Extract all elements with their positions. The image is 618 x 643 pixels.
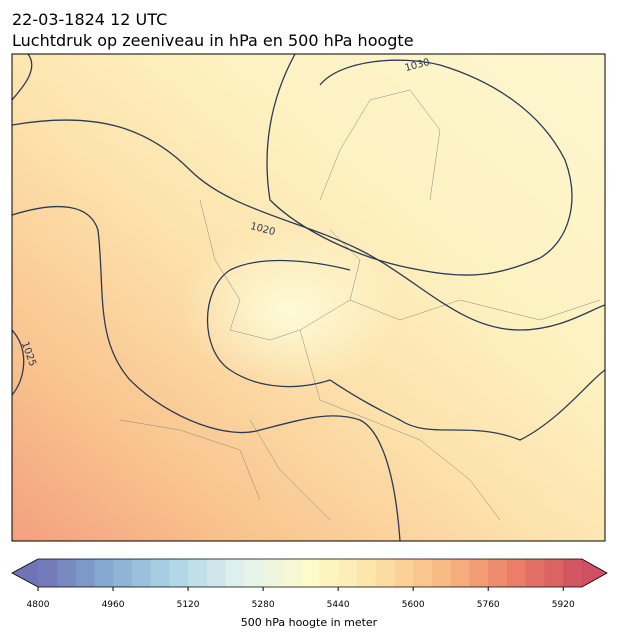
colorbar-segment: [56, 559, 77, 587]
title-subtitle: Luchtdruk op zeeniveau in hPa en 500 hPa…: [12, 31, 414, 50]
isobar: [229, 259, 351, 271]
colorbar-segment: [169, 559, 189, 587]
colorbar-segment: [244, 559, 264, 587]
colorbar-segment: [525, 559, 545, 587]
isobar: [12, 329, 25, 396]
colorbar-extend-low: [12, 559, 38, 587]
colorbar: 4800 4960 5120 5280 5440 5600 5760 5920: [11, 558, 608, 610]
colorbar-tick-label: 5120: [177, 600, 200, 610]
colorbar-tick-label: 5760: [477, 600, 500, 610]
colorbar-segment: [488, 559, 508, 587]
isobar: [12, 205, 401, 541]
colorbar-segment: [150, 559, 170, 587]
isobar: [12, 119, 605, 331]
height-minimum: [180, 230, 400, 390]
isobar: [206, 269, 605, 441]
colorbar-tick-label: 5600: [402, 600, 425, 610]
colorbar-segment: [38, 559, 58, 587]
colorbar-segment: [469, 559, 489, 587]
colorbar-segment: [263, 559, 283, 587]
colorbar-segment: [506, 559, 527, 587]
colorbar-segment: [375, 559, 395, 587]
coastlines: [119, 89, 601, 521]
colorbar-segment: [188, 559, 208, 587]
isobar: [266, 54, 573, 276]
colorbar-segment: [450, 559, 470, 587]
colorbar-segment: [563, 559, 583, 587]
colorbar-label: 500 hPa hoogte in meter: [241, 616, 378, 629]
colorbar-segment: [113, 559, 133, 587]
colorbar-tick-label: 5920: [552, 600, 575, 610]
colorbar-tick-label: 4800: [27, 600, 50, 610]
colorbar-segment: [94, 559, 114, 587]
colorbar-segment: [338, 559, 358, 587]
colorbar-segment: [356, 559, 377, 587]
colorbar-outline: [11, 558, 608, 588]
map: 1030 1020 1025: [12, 54, 605, 541]
colorbar-segment: [431, 559, 452, 587]
colorbar-extend-high: [582, 559, 607, 587]
colorbar-segment: [300, 559, 320, 587]
colorbar-segment: [413, 559, 433, 587]
colorbar-segment: [225, 559, 245, 587]
title-date: 22-03-1824 12 UTC: [12, 10, 167, 29]
colorbar-segment: [206, 559, 227, 587]
colorbar-segment: [544, 559, 564, 587]
colorbar-segment: [319, 559, 339, 587]
colorbar-segment: [75, 559, 95, 587]
colorbar-segment: [131, 559, 152, 587]
map-frame: [11, 53, 606, 542]
colorbar-tick-label: 4960: [102, 600, 125, 610]
colorbar-tick-label: 5440: [327, 600, 350, 610]
colorbar-segment: [281, 559, 302, 587]
colorbar-segment: [394, 559, 414, 587]
isobar: [12, 54, 33, 101]
colorbar-tick-label: 5280: [252, 600, 275, 610]
